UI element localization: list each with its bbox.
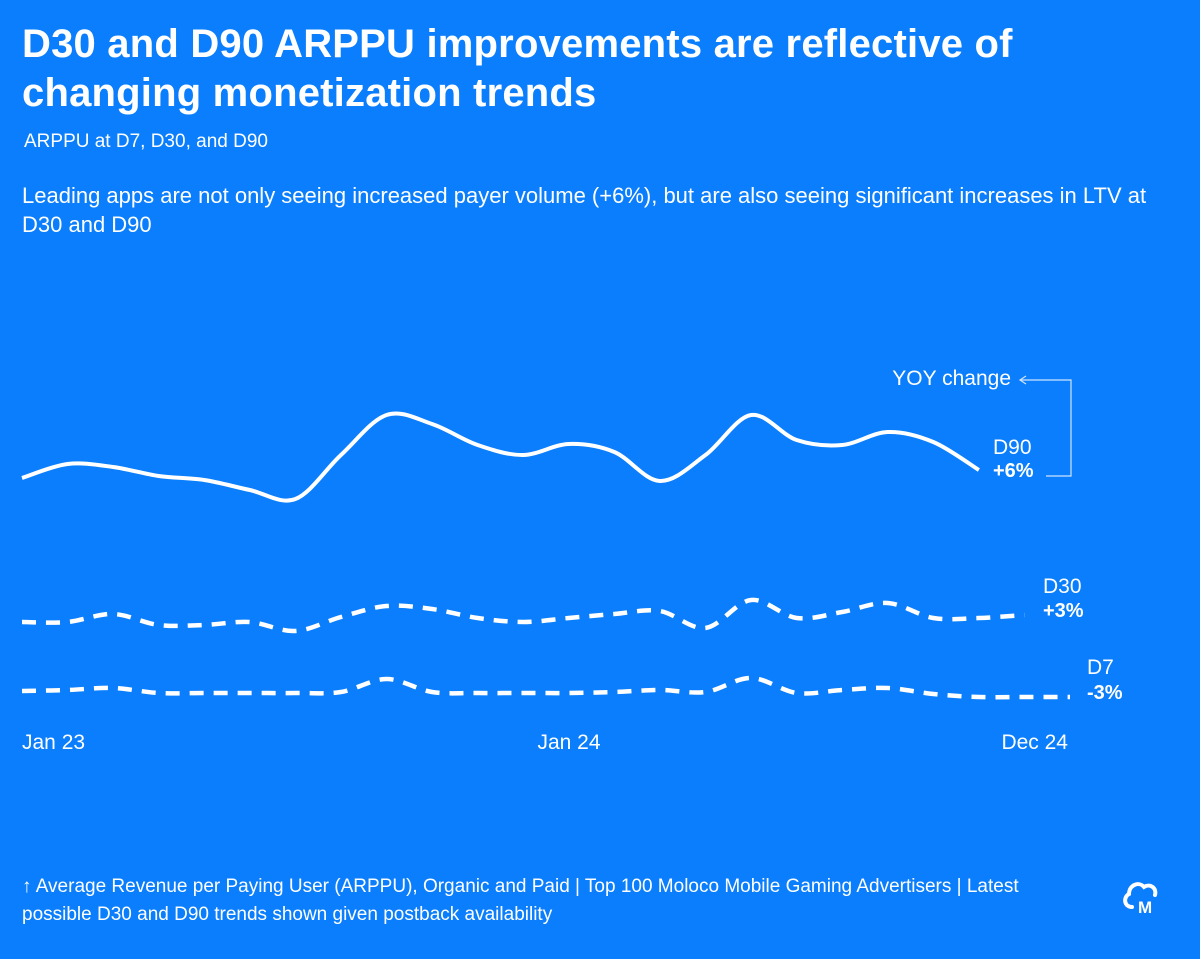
svg-text:M: M	[1138, 898, 1152, 915]
series-line-d90	[21, 411, 980, 503]
series-change-d30: +3%	[1043, 600, 1084, 622]
x-tick-label: Dec 24	[1001, 731, 1068, 754]
footnote: ↑ Average Revenue per Paying User (ARPPU…	[22, 876, 1019, 925]
yoy-bracket	[1018, 375, 1072, 477]
annotation-yoy-change: YOY change	[892, 367, 1011, 390]
page-title: D30 and D90 ARPPU improvements are refle…	[22, 22, 1013, 115]
x-tick-label: Jan 23	[22, 731, 85, 754]
moloco-logo-icon: M	[1120, 873, 1162, 917]
series-label-d7: D7	[1087, 656, 1114, 679]
chart-subtitle: ARPPU at D7, D30, and D90	[24, 131, 268, 152]
series-label-d30: D30	[1043, 575, 1082, 598]
series-change-d7: -3%	[1087, 682, 1123, 704]
x-tick-label: Jan 24	[537, 731, 600, 754]
series-change-d90: +6%	[993, 460, 1034, 482]
chart-description: Leading apps are not only seeing increas…	[22, 183, 1147, 237]
series-line-d30	[21, 597, 1025, 634]
series-line-d7	[21, 675, 1070, 700]
series-label-d90: D90	[993, 436, 1032, 459]
